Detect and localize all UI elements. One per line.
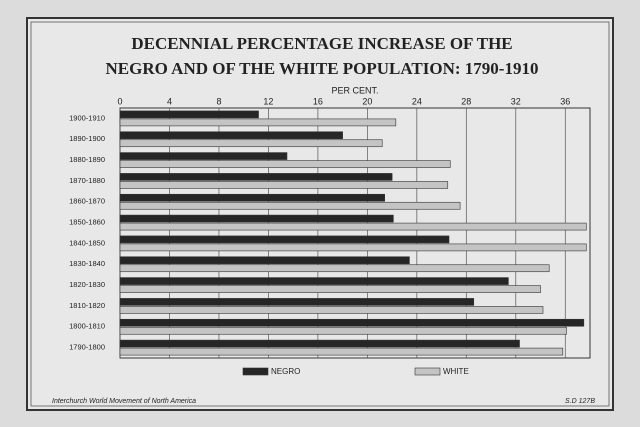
y-tick-label: 1830-1840	[69, 259, 105, 268]
x-tick-label: 0	[117, 96, 122, 106]
bar	[119, 160, 451, 168]
x-tick-label: 32	[511, 96, 521, 106]
bar	[119, 193, 385, 202]
footer-right: S.D 127B	[565, 398, 595, 405]
bar	[119, 222, 587, 231]
y-tick-label: 1890-1900	[69, 134, 105, 143]
bar	[119, 152, 288, 160]
legend-swatch	[242, 367, 269, 376]
bar	[119, 173, 393, 181]
bar	[119, 347, 564, 356]
legend-label: WHITE	[443, 367, 469, 376]
x-tick-label: 28	[461, 96, 471, 106]
bar	[119, 214, 394, 223]
bar	[119, 118, 397, 127]
bar	[119, 110, 259, 119]
bar	[119, 277, 509, 285]
x-tick-label: 12	[263, 96, 273, 106]
y-tick-label: 1810-1820	[69, 301, 105, 310]
bar	[119, 264, 550, 273]
y-tick-label: 1870-1880	[69, 176, 105, 185]
bar	[119, 326, 567, 335]
bar	[119, 306, 544, 314]
y-tick-label: 1850-1860	[69, 218, 105, 227]
footer-left: Interchurch World Movement of North Amer…	[52, 398, 196, 405]
bar	[119, 339, 520, 348]
chart-title: DECENNIAL PERCENTAGE INCREASE OF THE	[131, 34, 512, 53]
x-tick-label: 16	[313, 96, 323, 106]
bar	[119, 181, 449, 189]
y-tick-label: 1790-1800	[69, 343, 105, 352]
y-tick-label: 1820-1830	[69, 280, 105, 289]
legend-label: NEGRO	[271, 367, 300, 376]
y-tick-label: 1880-1890	[69, 155, 105, 164]
bar	[119, 235, 450, 244]
bar	[119, 131, 343, 140]
bar	[119, 256, 410, 265]
inner-frame	[30, 21, 610, 407]
x-tick-label: 20	[362, 96, 372, 106]
bar	[119, 318, 585, 327]
bar	[119, 285, 541, 293]
y-tick-label: 1800-1810	[69, 322, 105, 331]
x-axis-label: PER CENT.	[331, 85, 378, 95]
x-tick-label: 8	[216, 96, 221, 106]
y-tick-label: 1900-1910	[69, 113, 105, 122]
bar	[119, 298, 475, 306]
legend-swatch	[414, 367, 441, 376]
bar	[119, 201, 461, 210]
bar	[119, 139, 383, 148]
y-tick-label: 1860-1870	[69, 197, 105, 206]
x-tick-label: 24	[412, 96, 422, 106]
y-tick-label: 1840-1850	[69, 238, 105, 247]
bar	[119, 243, 587, 252]
chart-subtitle: NEGRO AND OF THE WHITE POPULATION: 1790-…	[106, 59, 539, 78]
x-tick-label: 36	[560, 96, 570, 106]
x-tick-label: 4	[167, 96, 172, 106]
